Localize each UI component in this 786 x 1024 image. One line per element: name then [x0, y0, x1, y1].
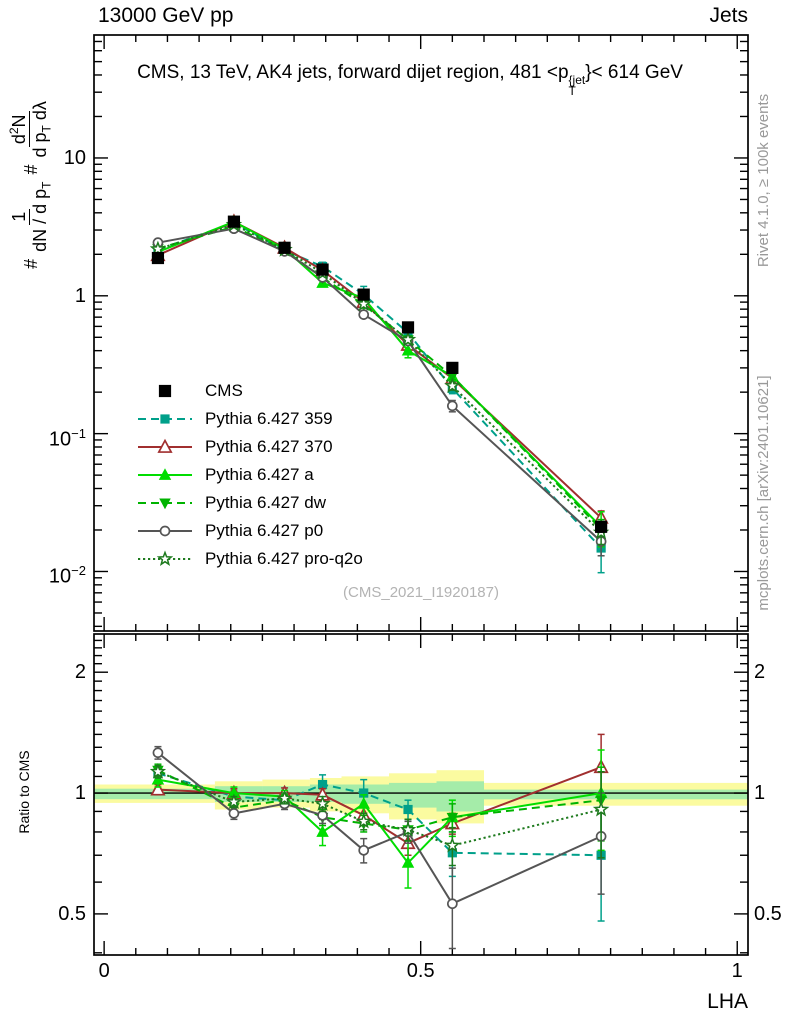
legend-swatch — [138, 414, 192, 424]
legend-swatch — [138, 498, 192, 510]
legend-label: Pythia 6.427 a — [205, 465, 314, 484]
axis-ticks — [94, 35, 748, 955]
ratio-uncertainty-bands — [94, 770, 748, 824]
main-y-tick-label: 10−2 — [48, 563, 86, 589]
legend-item-pythia-6-427-a: Pythia 6.427 a — [138, 465, 314, 485]
plot-title-text: CMS, 13 TeV, AK4 jets, forward dijet reg… — [137, 62, 569, 83]
legend-label: Pythia 6.427 p0 — [205, 521, 324, 540]
legend-swatch — [158, 384, 172, 398]
legend-swatch — [138, 550, 192, 567]
legend-swatch — [138, 468, 192, 480]
legend-label: CMS — [205, 381, 243, 400]
legend-label: Pythia 6.427 359 — [205, 409, 333, 428]
mcplots-reference-label: mcplots.cern.ch [arXiv:2401.10621] — [755, 375, 772, 611]
y-axis-fraction-1: 1 dN / d pT — [8, 181, 54, 252]
x-tick-label: 0 — [98, 960, 110, 982]
legend-swatch — [138, 438, 192, 453]
ratio-y-tick-label-left: 0.5 — [58, 902, 86, 925]
process-label: Jets — [709, 4, 748, 27]
legend-label: Pythia 6.427 370 — [205, 437, 333, 456]
pt-jet-notation: {jet T — [568, 73, 586, 98]
x-axis-label: LHA — [707, 990, 748, 1013]
legend-item-pythia-6-427-dw: Pythia 6.427 dw — [138, 493, 326, 513]
main-panel-frame — [93, 34, 749, 632]
ratio-panel-frame — [93, 633, 749, 956]
series-cms — [151, 215, 608, 533]
rivet-version-label: Rivet 4.1.0, ≥ 100k events — [755, 93, 772, 268]
legend-item-pythia-6-427-pro-q2o: Pythia 6.427 pro-q2o — [138, 549, 363, 569]
ratio-y-tick-label-left: 2 — [74, 661, 86, 684]
main-y-tick-label: 10 — [63, 146, 86, 169]
legend-label: Pythia 6.427 pro-q2o — [205, 549, 363, 568]
legend-item-pythia-6-427-359: Pythia 6.427 359 — [138, 409, 333, 429]
legend-item-cms: CMS — [138, 381, 243, 401]
legend-item-pythia-6-427-370: Pythia 6.427 370 — [138, 437, 333, 457]
main-y-tick-label: 1 — [74, 284, 86, 307]
x-tick-label: 0.5 — [406, 960, 435, 982]
ratio-y-tick-label-right: 0.5 — [754, 902, 782, 925]
analysis-watermark: (CMS_2021_I1920187) — [343, 584, 499, 601]
ratio-y-tick-label-right: 1 — [754, 782, 766, 805]
x-tick-label: 1 — [731, 960, 743, 982]
legend-swatch — [138, 525, 192, 537]
series-pythia-6-427-pro-q2o — [149, 216, 610, 867]
plot-title: CMS, 13 TeV, AK4 jets, forward dijet reg… — [137, 62, 683, 98]
ratio-y-tick-label-right: 2 — [754, 661, 766, 684]
legend-label: Pythia 6.427 dw — [205, 493, 326, 512]
main-y-tick-label: 10−1 — [48, 425, 86, 451]
beam-energy-label: 13000 GeV pp — [98, 4, 234, 27]
ratio-y-tick-label-left: 1 — [74, 782, 86, 805]
legend-item-pythia-6-427-p0: Pythia 6.427 p0 — [138, 521, 323, 541]
